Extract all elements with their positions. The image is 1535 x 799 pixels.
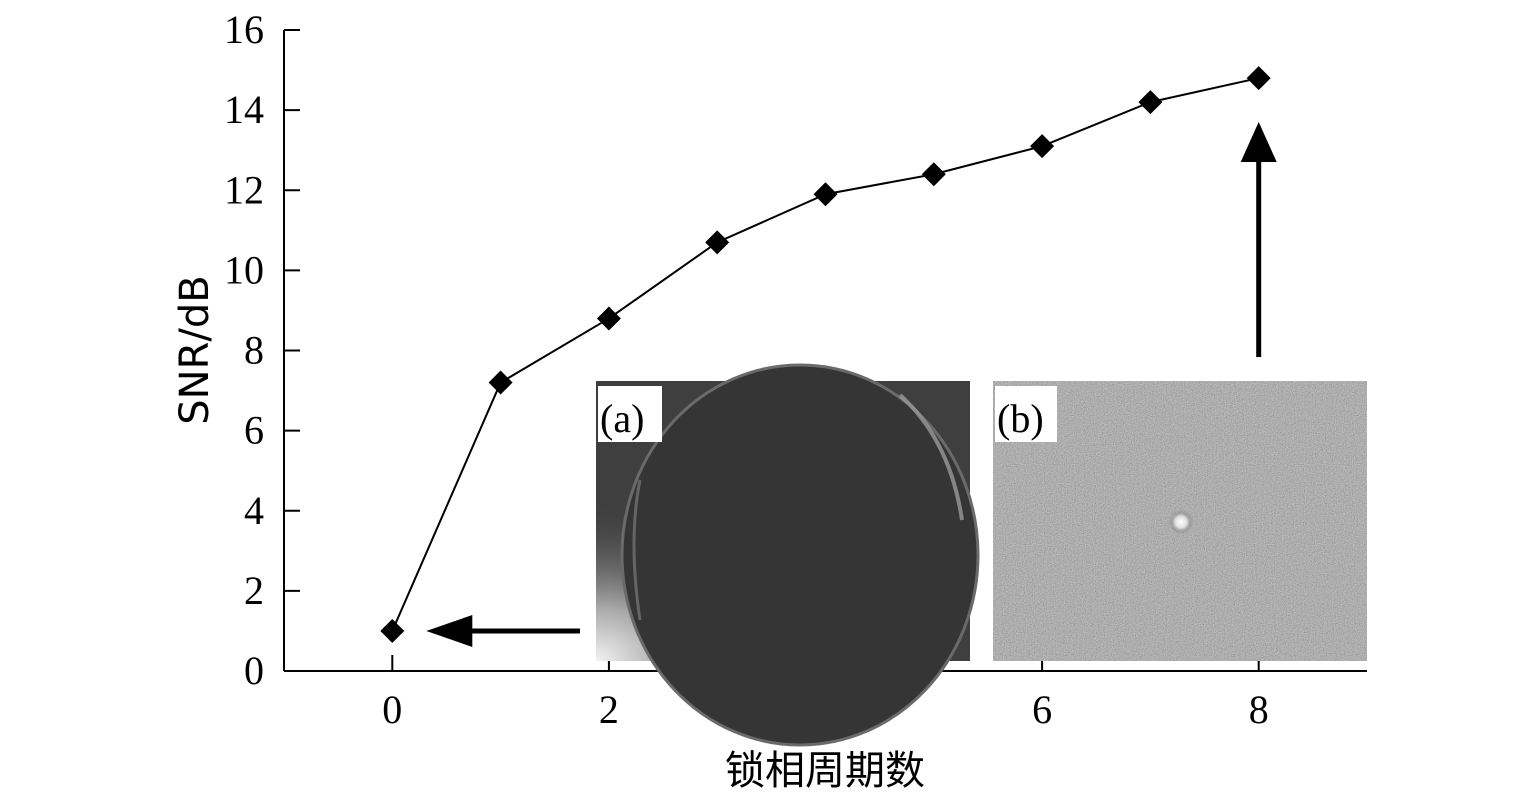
y-ticks: 0 2 4 6 8 10 12 14 16 (224, 7, 300, 693)
y-tick-label: 16 (224, 7, 264, 52)
x-axis-title: 锁相周期数 (725, 748, 925, 794)
y-tick-label: 8 (244, 328, 264, 373)
y-tick-label: 6 (244, 408, 264, 453)
y-tick-label: 0 (244, 648, 264, 693)
inset-image-a: (a) (596, 363, 980, 747)
inset-a-label: (a) (600, 396, 644, 441)
x-tick-label: 0 (382, 687, 402, 732)
y-axis-title: SNR/dB (172, 275, 218, 424)
series-markers (380, 66, 1271, 643)
data-point-marker (1246, 66, 1271, 91)
data-point-marker (596, 306, 621, 331)
inset-image-b: (b) (993, 381, 1367, 661)
data-point-marker (1030, 134, 1055, 159)
arrow-b-head (1240, 122, 1277, 162)
y-tick-label: 2 (244, 568, 264, 613)
x-tick-label: 2 (599, 687, 619, 732)
y-tick-label: 14 (224, 87, 264, 132)
data-point-marker (380, 618, 405, 643)
data-point-marker (921, 162, 946, 187)
data-point-marker (813, 182, 838, 207)
x-tick-label: 8 (1249, 687, 1269, 732)
y-tick-label: 12 (224, 167, 264, 212)
y-tick-label: 4 (244, 488, 264, 533)
data-point-marker (1138, 90, 1163, 115)
arrow-a-head (426, 614, 473, 647)
inset-b-label: (b) (997, 396, 1044, 441)
data-point-marker (705, 230, 730, 255)
x-tick-label: 6 (1032, 687, 1052, 732)
y-tick-label: 10 (224, 247, 264, 292)
data-point-marker (488, 370, 513, 395)
arrows (426, 122, 1277, 647)
